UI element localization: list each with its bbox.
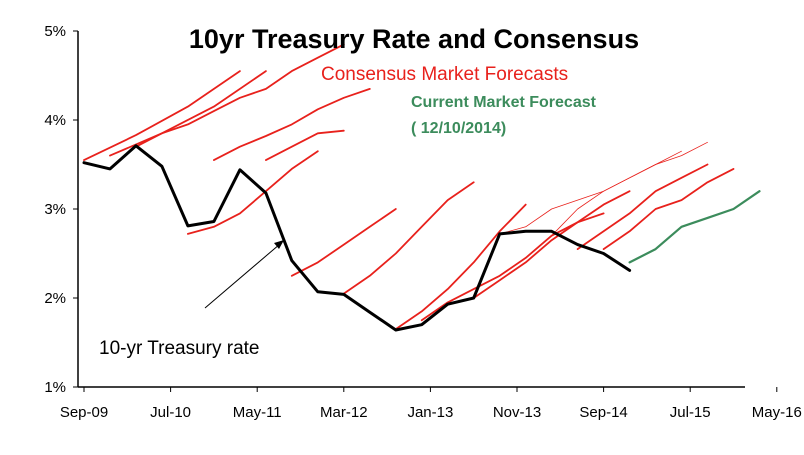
y-tick-label: 1% xyxy=(44,379,66,396)
series-line-consensus xyxy=(602,167,735,251)
series-line-consensus xyxy=(290,208,397,277)
series-line-consensus xyxy=(394,203,527,331)
y-tick-label: 3% xyxy=(44,201,66,218)
chart-title: 10yr Treasury Rate and Consensus xyxy=(189,24,639,54)
treasury-label: 10-yr Treasury rate xyxy=(99,338,260,359)
current-forecast-date: ( 12/10/2014) xyxy=(411,120,506,137)
series-line-consensus xyxy=(499,150,682,235)
series-line-consensus xyxy=(472,190,631,299)
series-line-consensus xyxy=(135,43,345,148)
y-tick-label: 4% xyxy=(44,112,66,129)
series-line-consensus xyxy=(83,70,241,162)
series-line-consensus xyxy=(109,70,267,157)
annotation-arrow xyxy=(204,243,281,309)
series-line-consensus xyxy=(212,88,371,162)
series-line-consensus xyxy=(420,212,605,322)
current-forecast-label: Current Market Forecast xyxy=(411,94,597,111)
arrow-head xyxy=(274,240,284,249)
series-line-consensus xyxy=(342,181,475,295)
x-tick-label: Jan-13 xyxy=(407,404,453,421)
series-line-current-forecast xyxy=(628,190,761,264)
x-tick-label: Mar-12 xyxy=(320,404,368,421)
x-tick-label: May-16 xyxy=(752,404,802,421)
series-line-consensus xyxy=(264,129,345,162)
x-tick-label: Sep-09 xyxy=(60,404,108,421)
series-line-consensus xyxy=(576,163,709,251)
x-tick-label: Nov-13 xyxy=(493,404,541,421)
y-tick-label: 2% xyxy=(44,290,66,307)
series-line-treasury xyxy=(82,144,632,332)
consensus-label: Consensus Market Forecasts xyxy=(321,64,568,85)
y-tick-label: 5% xyxy=(44,23,66,40)
series-line-consensus xyxy=(186,150,319,235)
x-tick-label: Sep-14 xyxy=(579,404,627,421)
x-tick-label: May-11 xyxy=(233,404,282,421)
series-line-consensus xyxy=(551,141,708,237)
x-tick-label: Jul-15 xyxy=(670,404,711,421)
x-tick-label: Jul-10 xyxy=(150,404,191,421)
